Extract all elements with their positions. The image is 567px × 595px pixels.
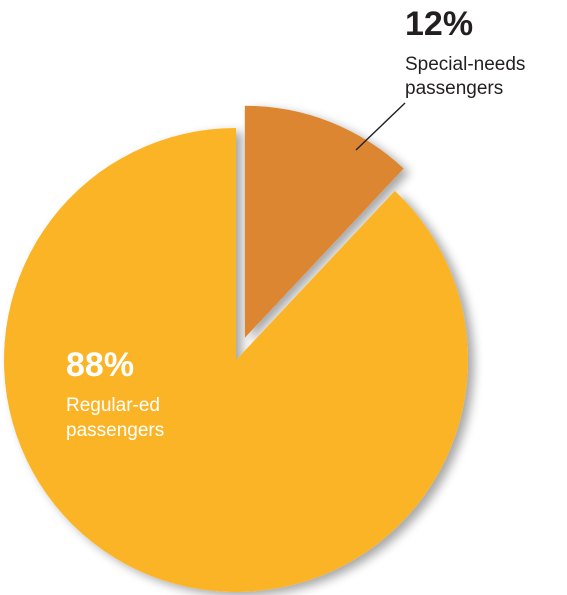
- regular-ed-percent: 88%: [66, 346, 134, 384]
- special-needs-slice: [244, 105, 404, 338]
- special-needs-label-line-2: passengers: [405, 78, 503, 99]
- special-needs-percent: 12%: [405, 5, 473, 43]
- special-needs-label-line-1: Special-needs: [405, 54, 525, 75]
- regular-ed-slice: [3, 128, 468, 592]
- regular-ed-label-line-1: Regular-ed: [66, 395, 160, 416]
- special-needs-label: 12% Special-needs passengers: [405, 5, 525, 99]
- regular-ed-label-line-2: passengers: [66, 420, 164, 441]
- special-needs-leader-line: [355, 102, 406, 151]
- regular-ed-label: 88% Regular-ed passengers: [66, 346, 164, 441]
